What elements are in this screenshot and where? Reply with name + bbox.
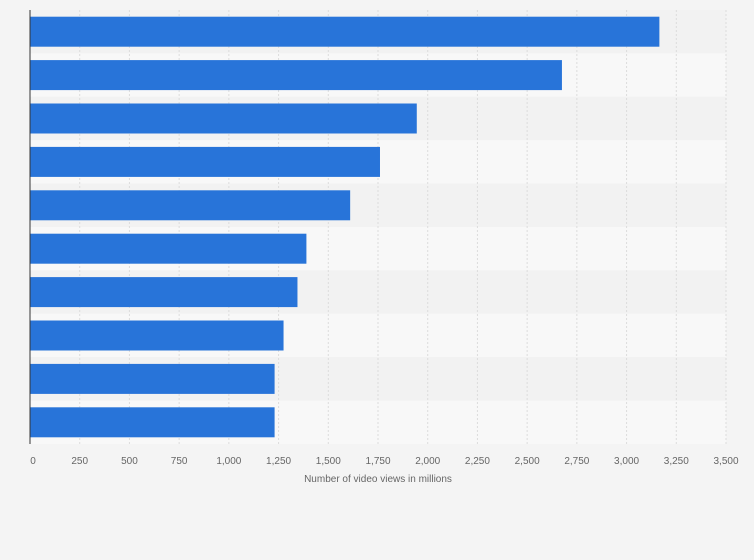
bar (30, 103, 417, 134)
x-tick-label: 1,500 (316, 456, 341, 467)
x-tick-label: 500 (121, 456, 138, 467)
bar (30, 320, 284, 351)
x-tick-label: 2,250 (465, 456, 490, 467)
x-tick-label: 2,750 (564, 456, 589, 467)
bar (30, 407, 275, 438)
bar (30, 233, 307, 264)
bar (30, 277, 298, 308)
bar (30, 60, 562, 91)
x-tick-label: 2,500 (515, 456, 540, 467)
x-tick-label: 250 (71, 456, 88, 467)
x-tick-label: 3,500 (713, 456, 738, 467)
x-tick-label: 1,750 (365, 456, 390, 467)
x-tick-label: 2,000 (415, 456, 440, 467)
x-tick-label: 750 (171, 456, 188, 467)
x-axis-title: Number of video views in millions (304, 474, 452, 485)
x-tick-label: 1,000 (216, 456, 241, 467)
bar (30, 16, 660, 47)
x-tick-label: 3,000 (614, 456, 639, 467)
x-tick-label: 1,250 (266, 456, 291, 467)
bar (30, 363, 275, 394)
bars (30, 16, 660, 438)
x-tick-label: 3,250 (664, 456, 689, 467)
x-tick-labels: 0 250 500 750 1,000 1,250 1,500 1,750 2,000 2,250… (30, 456, 739, 467)
x-tick-label: 0 (30, 456, 36, 467)
bar (30, 146, 380, 177)
bar (30, 190, 351, 221)
